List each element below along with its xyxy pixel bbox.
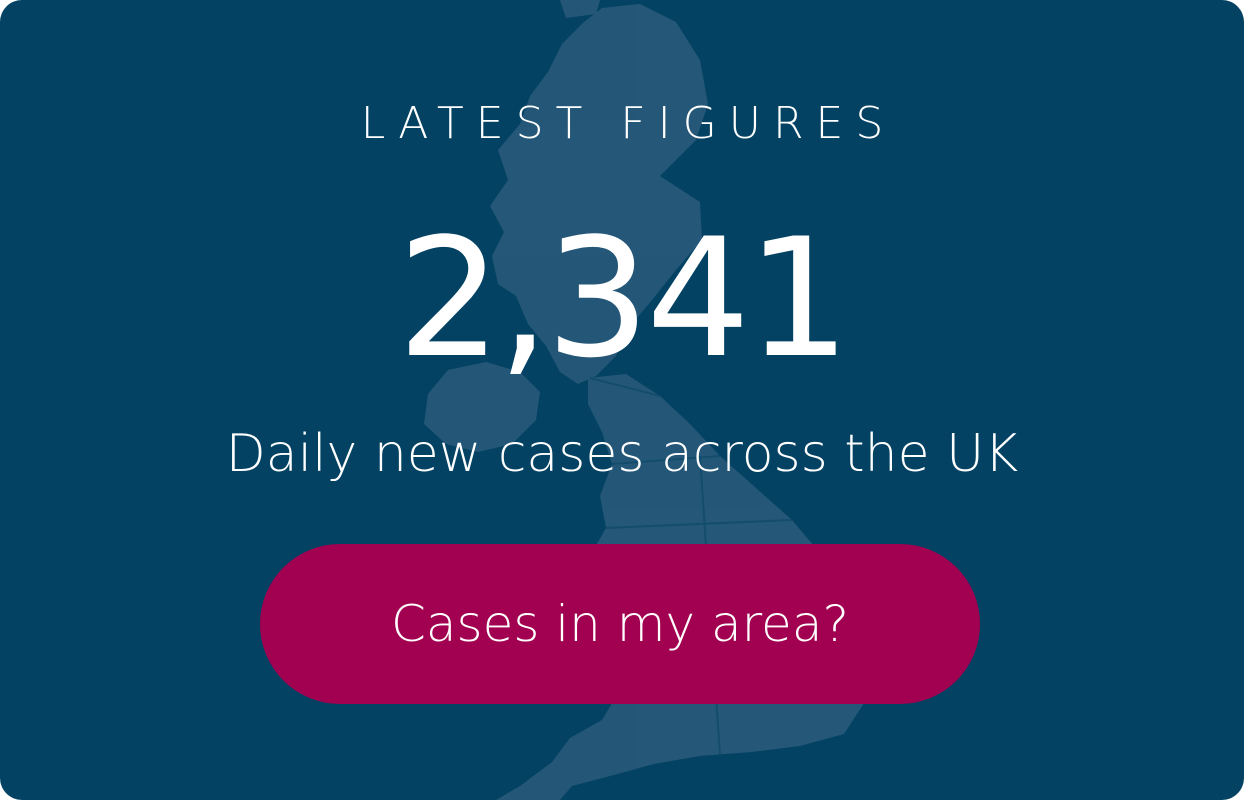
figure-description: Daily new cases across the UK	[225, 424, 1019, 484]
daily-cases-figure: 2,341	[397, 203, 851, 394]
eyebrow-heading: LATEST FIGURES	[360, 98, 896, 149]
cases-in-my-area-button[interactable]: Cases in my area?	[260, 544, 980, 704]
